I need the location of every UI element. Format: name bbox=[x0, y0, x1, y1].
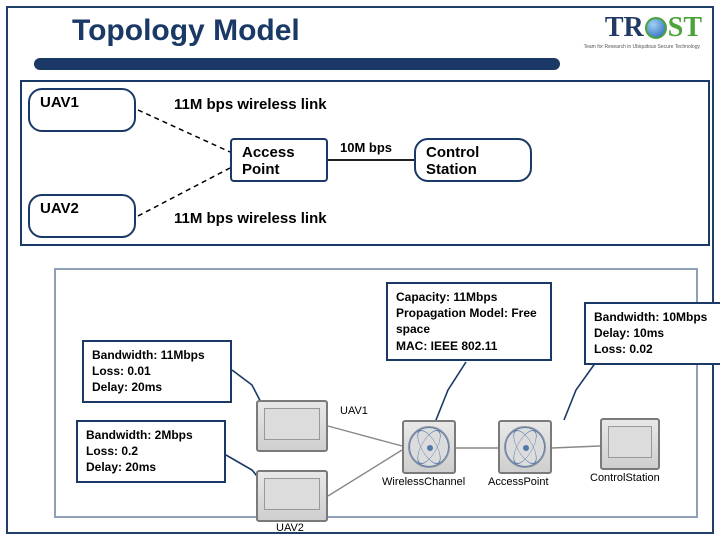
node-uav1: UAV1 bbox=[28, 88, 136, 132]
node-uav2-label: UAV2 bbox=[40, 200, 79, 217]
logo-text-right: ST bbox=[668, 12, 702, 44]
atom-icon bbox=[505, 427, 545, 467]
slide-frame: Topology Model TR ST Team for Research i… bbox=[6, 6, 714, 534]
node-cs-label: Control Station bbox=[426, 144, 479, 178]
node-control-station: Control Station bbox=[414, 138, 532, 182]
title-underline bbox=[34, 58, 560, 70]
logo-subtitle: Team for Research in Ubiquitous Secure T… bbox=[584, 44, 700, 50]
annot-c-l1: Propagation Model: Free space bbox=[396, 305, 542, 337]
annot-c-l0: Capacity: 11Mbps bbox=[396, 289, 542, 305]
node-uav1-label: UAV1 bbox=[40, 94, 79, 111]
annot-b-l0: Bandwidth: 2Mbps bbox=[86, 427, 216, 443]
annot-a-l0: Bandwidth: 11Mbps bbox=[92, 347, 222, 363]
component-control-station bbox=[600, 418, 660, 470]
edge-label-ap-cs: 10M bps bbox=[340, 140, 392, 155]
annotation-wireless-props: Capacity: 11Mbps Propagation Model: Free… bbox=[386, 282, 552, 361]
annot-a-l2: Delay: 20ms bbox=[92, 379, 222, 395]
simulation-panel: Bandwidth: 11Mbps Loss: 0.01 Delay: 20ms… bbox=[54, 268, 698, 518]
topology-panel: UAV1 UAV2 Access Point Control Station 1… bbox=[20, 80, 710, 246]
edge-label-uav1-ap: 11M bps wireless link bbox=[174, 96, 327, 113]
annot-b-l1: Loss: 0.2 bbox=[86, 443, 216, 459]
atom-icon bbox=[409, 427, 449, 467]
annot-a-l1: Loss: 0.01 bbox=[92, 363, 222, 379]
node-access-point: Access Point bbox=[230, 138, 328, 182]
annot-d-l2: Loss: 0.02 bbox=[594, 341, 720, 357]
component-label-uav2: UAV2 bbox=[276, 522, 304, 534]
annot-c-l2: MAC: IEEE 802.11 bbox=[396, 338, 542, 354]
annot-d-l0: Bandwidth: 10Mbps bbox=[594, 309, 720, 325]
node-uav2: UAV2 bbox=[28, 194, 136, 238]
page-title: Topology Model bbox=[72, 14, 300, 48]
component-uav2 bbox=[256, 470, 328, 522]
logo-text-left: TR bbox=[605, 12, 644, 44]
node-ap-label: Access Point bbox=[242, 144, 295, 178]
component-label-uav1: UAV1 bbox=[340, 405, 368, 417]
annotation-uav2-link: Bandwidth: 2Mbps Loss: 0.2 Delay: 20ms bbox=[76, 420, 226, 483]
annotation-uav1-link: Bandwidth: 11Mbps Loss: 0.01 Delay: 20ms bbox=[82, 340, 232, 403]
edge-label-uav2-ap: 11M bps wireless link bbox=[174, 210, 327, 227]
annot-d-l1: Delay: 10ms bbox=[594, 325, 720, 341]
logo: TR ST bbox=[605, 12, 702, 44]
globe-icon bbox=[645, 17, 667, 39]
component-label-wc: WirelessChannel bbox=[382, 476, 465, 488]
annot-b-l2: Delay: 20ms bbox=[86, 459, 216, 475]
component-uav1 bbox=[256, 400, 328, 452]
component-label-cs: ControlStation bbox=[590, 472, 660, 484]
annotation-ap-cs-link: Bandwidth: 10Mbps Delay: 10ms Loss: 0.02 bbox=[586, 302, 720, 365]
component-label-ap: AccessPoint bbox=[488, 476, 549, 488]
